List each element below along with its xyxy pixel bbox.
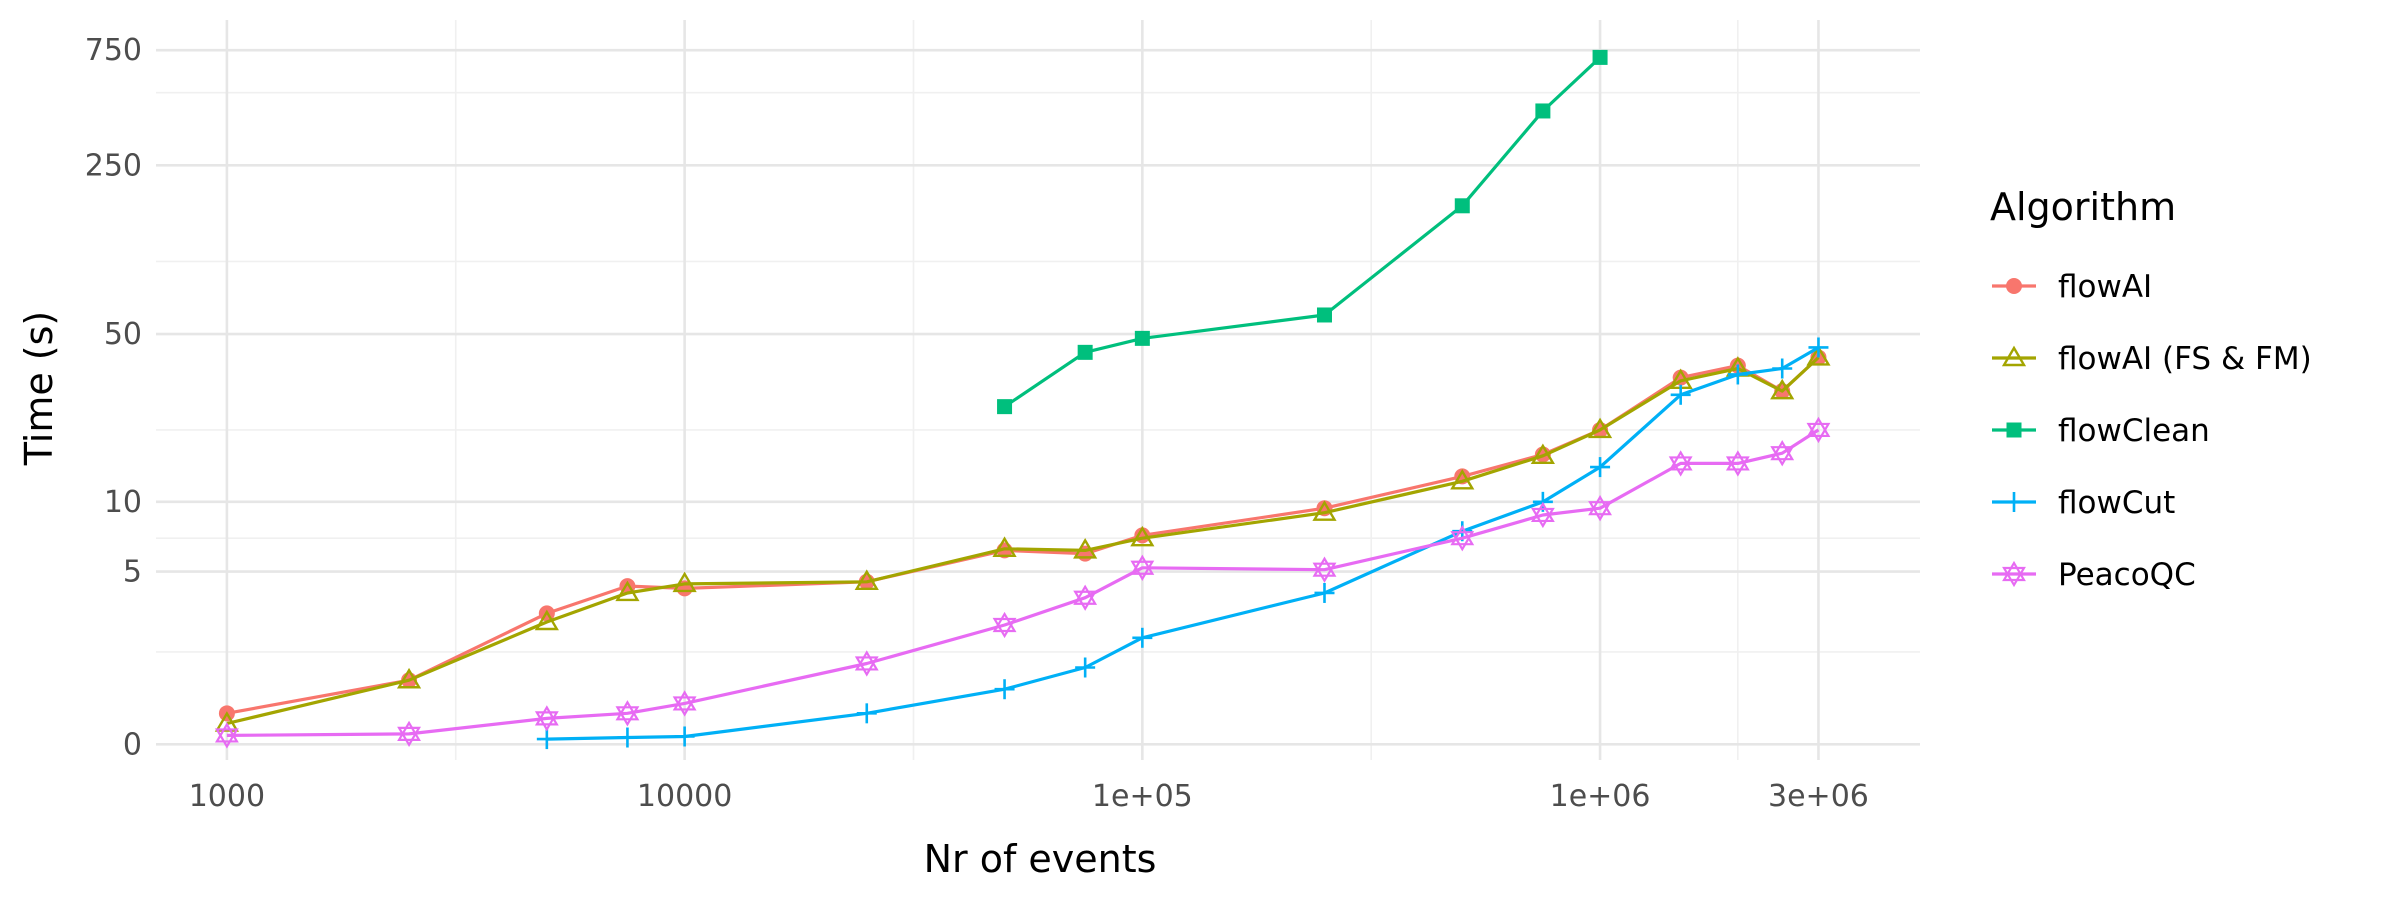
- series-line-peacoqc: [226, 428, 1820, 737]
- legend-items: flowAI flowAI (FS & FM) flowClean flowCut Pe…: [1992, 269, 2312, 593]
- data-point-flowcut: [856, 703, 877, 724]
- data-point-flowclean: [1535, 103, 1551, 119]
- data-point-flowcut: [1670, 384, 1691, 405]
- minor-gridlines: [156, 20, 1920, 760]
- y-tick-label: 10: [104, 485, 142, 520]
- y-tick-label: 5: [123, 555, 142, 590]
- data-point-peacoqc: [1806, 416, 1831, 444]
- data-point-peacoqc: [1668, 450, 1693, 477]
- legend-key-marker: [2002, 560, 2026, 588]
- data-point-flowcut: [1075, 657, 1096, 678]
- data-point-peacoqc: [615, 700, 640, 727]
- series-flowai-fs-fm: [214, 345, 1831, 732]
- data-point-flowclean: [1134, 330, 1150, 346]
- data-point-peacoqc: [992, 611, 1017, 639]
- legend-key-marker: [2001, 345, 2027, 367]
- data-point-flowai-fs-fm: [1770, 378, 1795, 400]
- x-tick-label: 1e+06: [1550, 779, 1651, 814]
- data-point-peacoqc: [1770, 440, 1795, 467]
- series-flowclean: [997, 49, 1608, 415]
- data-point-peacoqc: [1130, 554, 1155, 581]
- data-point-flowcut: [1132, 627, 1153, 648]
- y-tick-label: 750: [85, 33, 142, 68]
- data-point-flowcut: [994, 679, 1015, 700]
- data-point-flowcut: [536, 729, 557, 750]
- data-point-peacoqc: [672, 690, 697, 717]
- series-line-flowcut: [546, 346, 1820, 741]
- data-point-flowai-fs-fm: [1073, 538, 1098, 559]
- data-point-peacoqc: [1073, 584, 1098, 611]
- data-point-flowai-fs-fm: [1312, 500, 1337, 521]
- y-tick-label: 0: [123, 727, 142, 762]
- data-point-flowcut: [674, 726, 695, 747]
- data-point-flowcut: [1314, 582, 1335, 603]
- data-point-flowai-fs-fm: [672, 571, 697, 593]
- data-point-flowai-fs-fm: [1130, 525, 1155, 547]
- data-point-peacoqc: [1530, 501, 1555, 529]
- data-point-flowcut: [1772, 358, 1793, 379]
- data-point-flowai-fs-fm: [396, 667, 422, 689]
- data-point-flowcut: [1727, 364, 1748, 385]
- x-tick-labels: 1000 10000 1e+05 1e+06 3e+06: [189, 779, 1869, 814]
- data-point-flowai-fs-fm: [1587, 417, 1613, 439]
- data-point-flowclean: [997, 399, 1013, 415]
- data-point-peacoqc: [854, 650, 879, 677]
- x-tick-label: 3e+06: [1768, 779, 1869, 814]
- data-point-flowai-fs-fm: [854, 569, 879, 590]
- data-point-flowai-fs-fm: [1450, 468, 1475, 490]
- x-axis-title: Nr of events: [924, 837, 1157, 881]
- legend: Algorithm flowAI flowAI (FS & FM) flowClea…: [1990, 185, 2312, 593]
- data-point-flowcut: [617, 727, 638, 748]
- legend-item-flowcut: flowCut: [1992, 485, 2175, 521]
- data-point-flowai-fs-fm: [992, 536, 1017, 557]
- legend-label: flowAI: [2058, 269, 2152, 305]
- data-point-flowcut: [1590, 457, 1611, 478]
- data-point-peacoqc: [1725, 450, 1750, 477]
- data-point-peacoqc: [1588, 495, 1612, 522]
- legend-label: flowAI (FS & FM): [2058, 341, 2312, 377]
- legend-item-flowai: flowAI: [1992, 269, 2152, 305]
- major-gridlines: [156, 20, 1920, 760]
- data-point-flowclean: [1077, 344, 1093, 360]
- legend-item-peacoqc: PeacoQC: [1992, 557, 2196, 593]
- data-point-flowai-fs-fm: [534, 609, 559, 631]
- y-tick-labels: 0 5 10 50 250 750: [85, 33, 142, 762]
- data-point-flowclean: [1454, 198, 1470, 214]
- series-flowcut: [536, 337, 1829, 750]
- x-tick-label: 1e+05: [1092, 779, 1193, 814]
- legend-label: flowClean: [2058, 413, 2210, 449]
- data-point-flowai-fs-fm: [1530, 443, 1555, 465]
- data-point-flowcut: [1808, 337, 1829, 358]
- data-point-flowclean: [1316, 307, 1332, 323]
- series-line-flowai-fs-fm: [226, 356, 1820, 726]
- x-tick-label: 1000: [189, 779, 265, 814]
- y-axis-title: Time (s): [17, 311, 61, 467]
- data-point-peacoqc: [1450, 525, 1475, 552]
- series-layer: [214, 49, 1831, 750]
- legend-key-marker: [2004, 492, 2024, 512]
- y-tick-label: 250: [85, 148, 142, 183]
- legend-item-flowai-fs-fm: flowAI (FS & FM): [1992, 341, 2312, 377]
- legend-title: Algorithm: [1990, 185, 2176, 229]
- data-point-peacoqc: [397, 720, 421, 748]
- y-tick-label: 50: [104, 317, 142, 352]
- data-point-peacoqc: [214, 722, 239, 749]
- x-tick-label: 10000: [637, 779, 732, 814]
- data-point-peacoqc: [534, 705, 559, 732]
- series-line-flowclean: [1003, 56, 1602, 408]
- data-point-flowai-fs-fm: [615, 580, 640, 602]
- legend-key-marker: [2006, 278, 2022, 294]
- legend-key-marker: [2006, 422, 2022, 438]
- series-peacoqc: [214, 416, 1831, 749]
- data-point-peacoqc: [1312, 556, 1337, 583]
- series-flowai: [218, 349, 1827, 722]
- data-point-flowclean: [1592, 49, 1608, 65]
- legend-item-flowclean: flowClean: [1992, 413, 2210, 449]
- series-line-flowai: [226, 356, 1820, 715]
- data-point-flowai-fs-fm: [1806, 345, 1831, 366]
- legend-label: PeacoQC: [2058, 557, 2196, 593]
- legend-label: flowCut: [2058, 485, 2175, 521]
